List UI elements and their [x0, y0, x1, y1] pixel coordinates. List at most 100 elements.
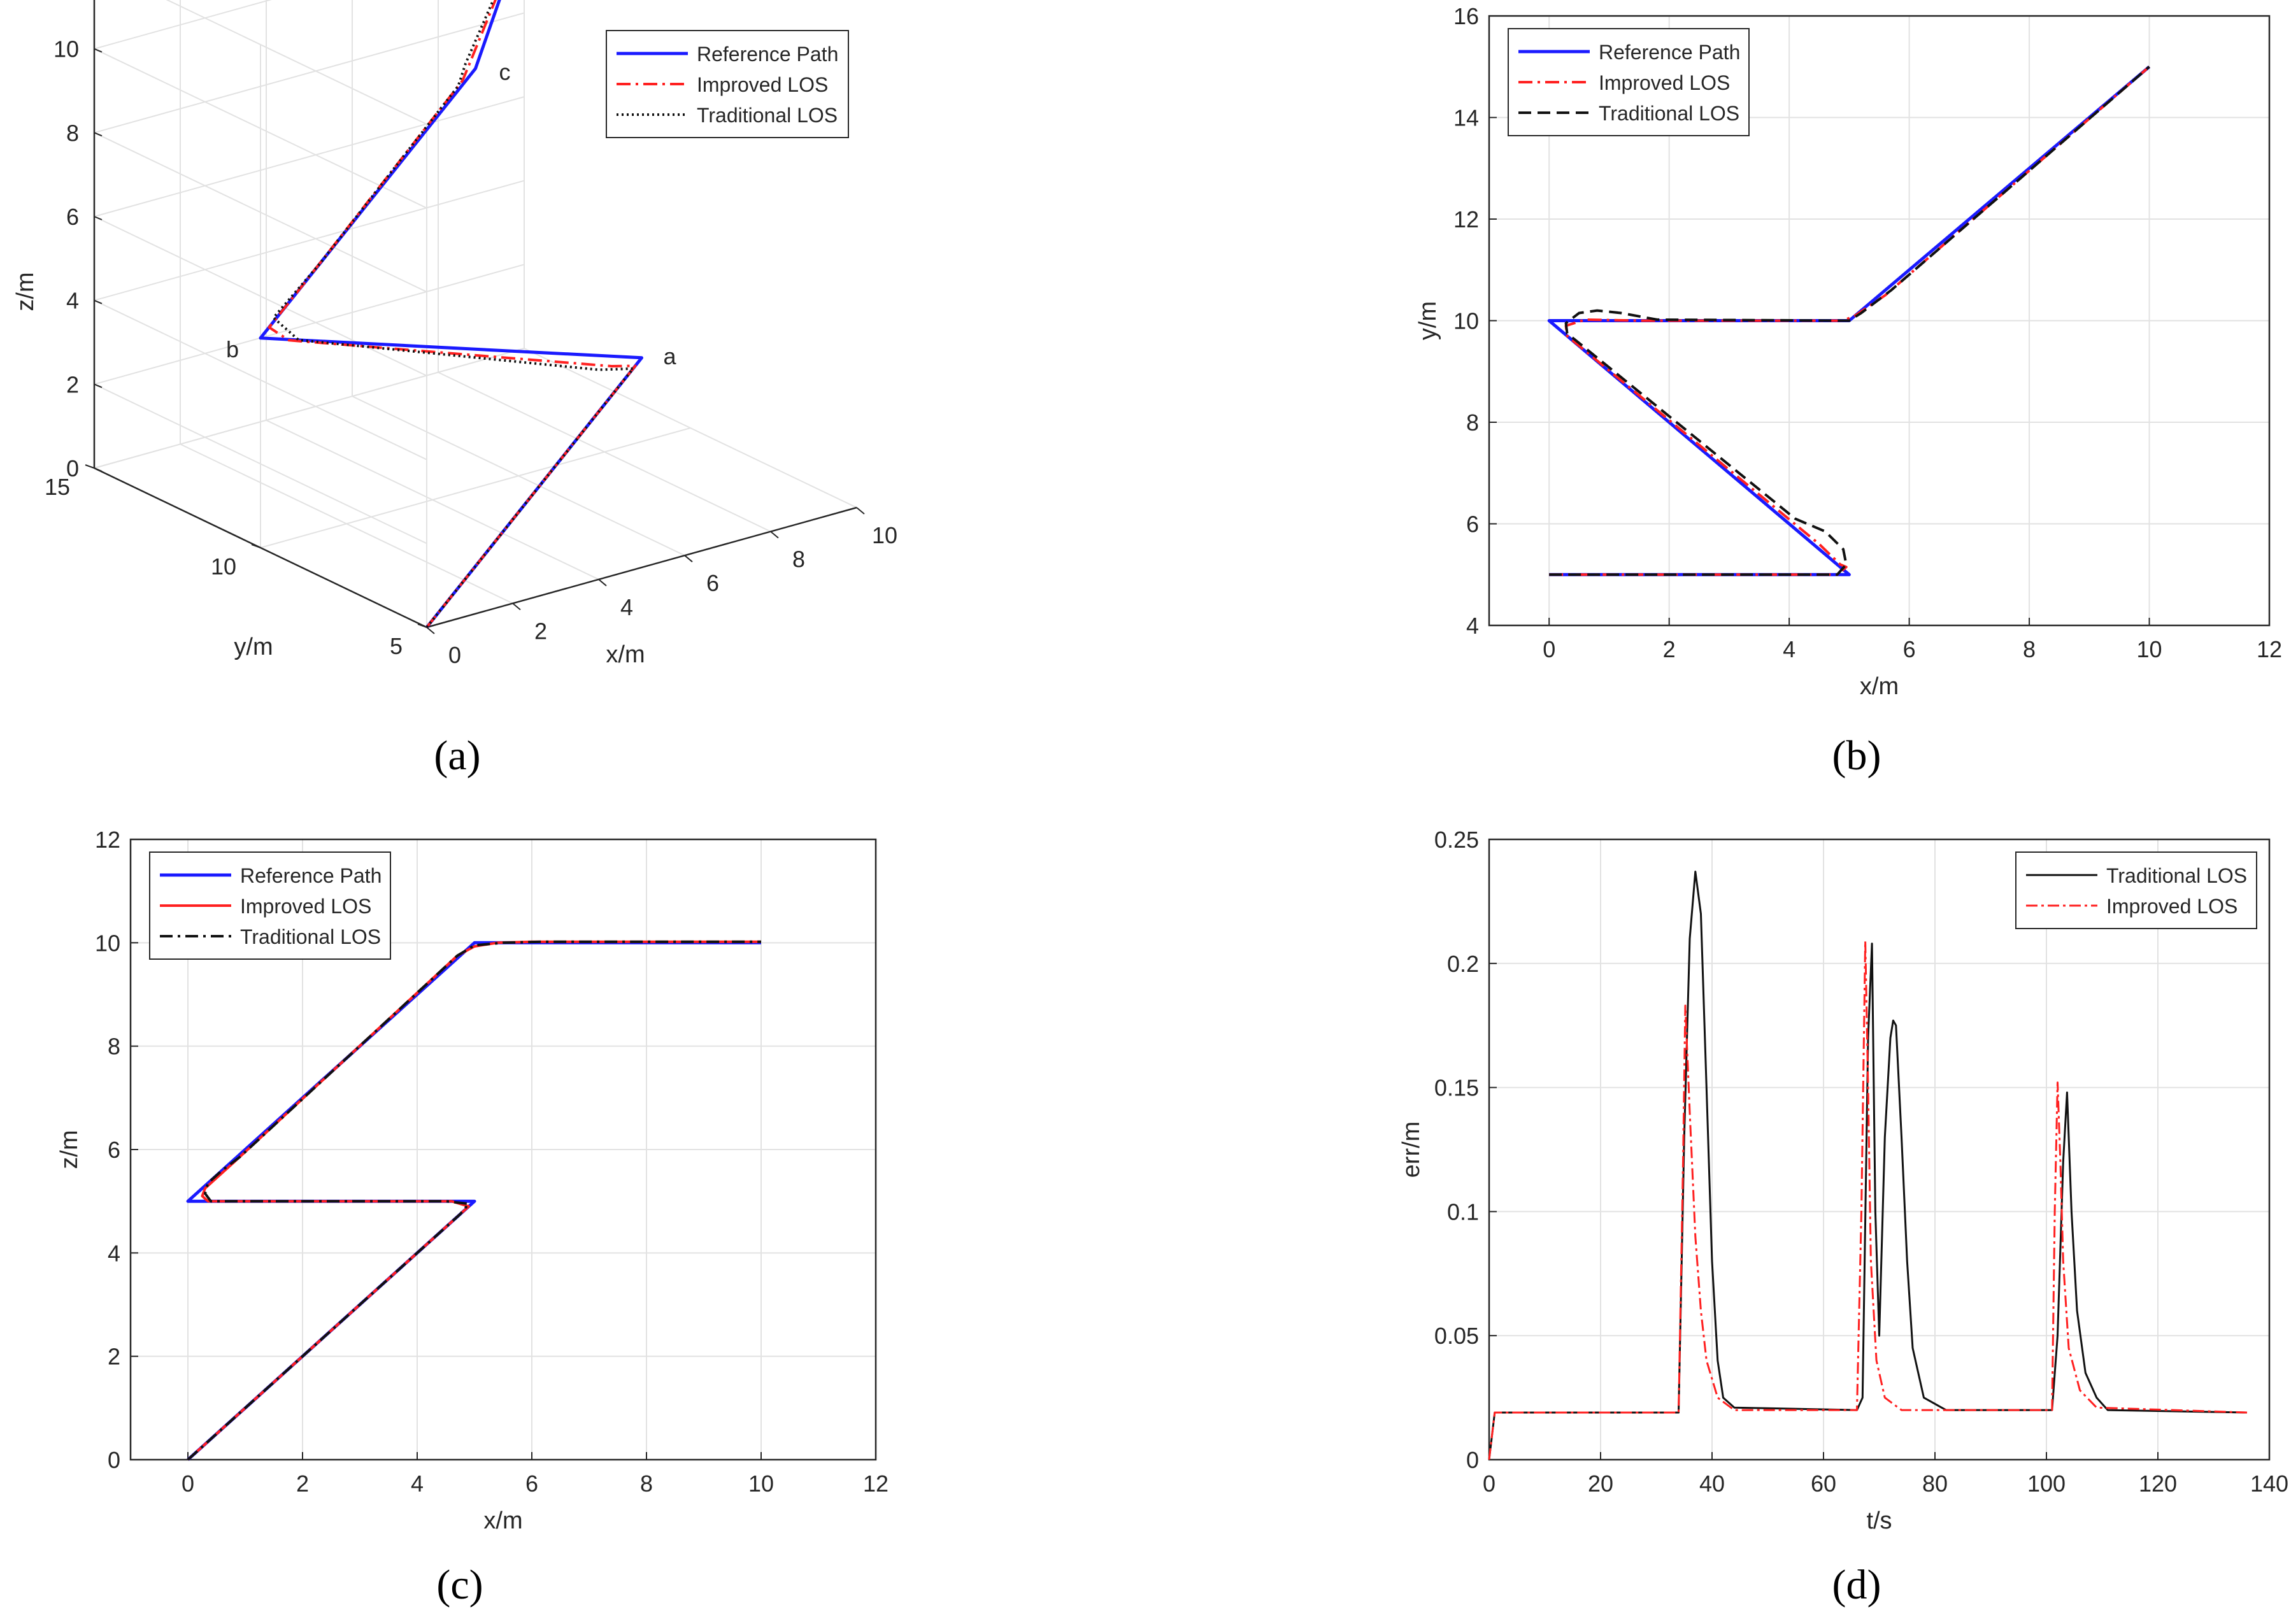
- series-line-improved-los: [268, 0, 637, 629]
- y-tick-label: 0.05: [1434, 1323, 1479, 1349]
- side-wall-gridline-z: [94, 216, 427, 376]
- legend-entry: Traditional LOS: [2106, 864, 2247, 887]
- z-tick-label: 6: [66, 204, 79, 230]
- y-tick-label: 15: [45, 474, 70, 500]
- y-tick-label: 10: [211, 553, 236, 580]
- x-tick-label: 0: [1483, 1471, 1495, 1497]
- y-axis-label: y/m: [1415, 301, 1441, 340]
- y-tick-label: 12: [1453, 206, 1479, 232]
- x-tick-label: 2: [534, 618, 547, 644]
- caption-a: (a): [434, 732, 480, 779]
- x-tick-label: 6: [525, 1471, 538, 1497]
- legend-entry: Traditional LOS: [240, 925, 381, 948]
- x-tick-label: 40: [1699, 1471, 1725, 1497]
- x-tick-label: 140: [2250, 1471, 2288, 1497]
- legend-entry: Improved LOS: [240, 895, 371, 918]
- series-line-traditional-los: [1488, 871, 2248, 1460]
- legend-box: [1508, 28, 1750, 136]
- x-tick-label: 10: [748, 1471, 774, 1497]
- y-tick-label: 0.15: [1434, 1075, 1479, 1101]
- y-tick-label: 14: [1453, 105, 1479, 131]
- x-tick-label: 80: [1922, 1471, 1948, 1497]
- x-tick-label: 100: [2027, 1471, 2066, 1497]
- x-axis-label: x/m: [1860, 673, 1899, 700]
- x-tick-label: 4: [620, 594, 633, 620]
- legend-box: [2015, 851, 2257, 929]
- x-tick-label: 10: [2137, 636, 2162, 662]
- x-tick-label: 8: [640, 1471, 653, 1497]
- x-tick: [598, 579, 607, 587]
- point-annotation-a: a: [663, 343, 676, 369]
- side-wall-gridline-z: [94, 132, 427, 293]
- y-tick: [251, 544, 261, 548]
- x-tick-label: 2: [296, 1471, 309, 1497]
- y-tick-label: 4: [1466, 613, 1479, 639]
- axes-box: [1488, 838, 2271, 1461]
- x-tick: [856, 507, 865, 515]
- floor-gridline-y: [260, 427, 691, 548]
- z-tick-label: 2: [66, 371, 79, 397]
- series-line-improved-los: [1488, 940, 2248, 1460]
- legend-entry: Reference Path: [240, 864, 382, 887]
- x-tick-label: 10: [872, 522, 897, 548]
- x-tick-label: 8: [792, 546, 805, 573]
- series-line-traditional-los: [1549, 66, 2150, 576]
- z-tick: [94, 132, 103, 137]
- caption-d: (d): [1832, 1562, 1881, 1608]
- y-tick: [417, 623, 427, 628]
- side-wall-gridline-z: [166, 0, 427, 125]
- back-wall-gridline-z: [94, 264, 525, 385]
- legend-entry: Traditional LOS: [1599, 102, 1739, 125]
- z-tick: [94, 299, 103, 304]
- y-tick-label: 6: [108, 1137, 120, 1163]
- x-tick-label: 6: [706, 570, 719, 596]
- legend-entry: Traditional LOS: [697, 104, 838, 127]
- y-tick-label: 10: [1453, 308, 1479, 334]
- y-tick-label: 8: [1466, 410, 1479, 436]
- point-annotation-c: c: [499, 59, 511, 85]
- legend-entry: Improved LOS: [1599, 71, 1730, 94]
- side-wall-gridline-z: [94, 299, 427, 460]
- x-tick-label: 0: [448, 642, 461, 668]
- z-tick-label: 10: [54, 36, 79, 62]
- point-annotation-b: b: [226, 336, 239, 362]
- panel-b-xy-plot: 0 2 4 6 8 10 12 4 6 8 10 12 14 16 x/m y/m Reference Path…: [1415, 3, 2282, 700]
- x-tick: [512, 602, 521, 611]
- side-wall-gridline-z: [94, 48, 427, 209]
- legend: Reference Path Improved LOS Traditional LO…: [1508, 28, 1750, 136]
- z-tick-label: 4: [66, 288, 79, 314]
- legend: Reference Path Improved LOS Traditional LO…: [606, 30, 849, 138]
- y-tick: [85, 464, 95, 469]
- side-wall-gridline-z: [94, 383, 427, 545]
- x-axis-line: [426, 506, 857, 629]
- panel-d-error-plot: 0 20 40 60 80 100 120 140 0 0.05 0.1 0.15 0.2 0.25 t/s…: [1398, 827, 2288, 1534]
- y-tick-label: 0.1: [1447, 1199, 1479, 1225]
- z-tick: [94, 216, 103, 220]
- legend: Reference Path Improved LOS Traditional LO…: [149, 851, 391, 960]
- y-tick-label: 8: [108, 1034, 120, 1060]
- x-axis-label: x/m: [483, 1507, 522, 1534]
- y-tick-label: 0: [1466, 1447, 1479, 1473]
- y-tick-label: 0.2: [1447, 951, 1479, 977]
- y-tick-label: 10: [95, 930, 120, 956]
- y-axis-label: err/m: [1398, 1122, 1425, 1178]
- z-tick: [94, 48, 103, 53]
- caption-c: (c): [436, 1562, 483, 1608]
- x-tick-label: 60: [1811, 1471, 1836, 1497]
- x-tick-label: 6: [1903, 636, 1916, 662]
- panel-c-xz-plot: 0 2 4 6 8 10 12 0 2 4 6 8 10 12 x/m z/m Reference Path Im…: [56, 827, 889, 1534]
- x-tick-label: 0: [1543, 636, 1555, 662]
- x-tick-label: 20: [1588, 1471, 1613, 1497]
- axes-box: [1488, 15, 2271, 627]
- x-tick: [770, 531, 779, 539]
- y-tick-label: 6: [1466, 511, 1479, 538]
- y-axis-label: z/m: [56, 1130, 83, 1169]
- legend-entry: Improved LOS: [2106, 895, 2237, 918]
- x-tick-label: 8: [2023, 636, 2036, 662]
- y-tick-label: 0.25: [1434, 827, 1479, 853]
- x-tick-label: 12: [863, 1471, 889, 1497]
- back-wall-gridline-z: [94, 12, 525, 134]
- x-tick-label: 4: [411, 1471, 424, 1497]
- z-axis-label: z/m: [12, 272, 39, 311]
